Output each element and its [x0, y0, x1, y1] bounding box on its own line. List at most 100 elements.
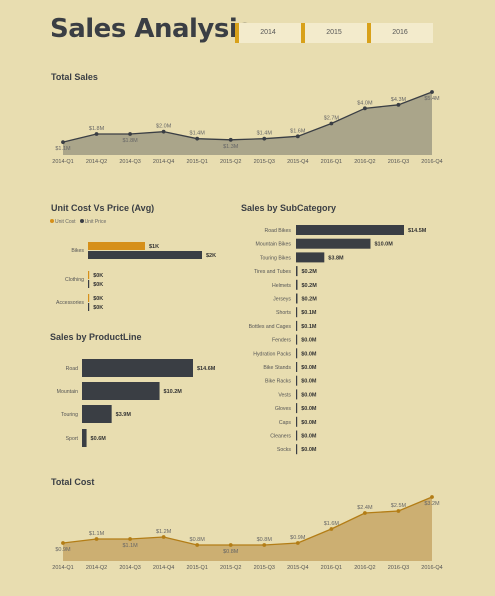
data-label: $1.1M: [122, 543, 138, 549]
data-point: [95, 132, 99, 136]
bar-value-label: $0K: [93, 296, 103, 302]
bar: [296, 321, 297, 331]
category-label: Sport: [66, 436, 79, 442]
data-label: $0.9M: [55, 547, 71, 553]
data-label: $2.0M: [156, 124, 172, 130]
bar: [296, 376, 297, 386]
data-point: [229, 543, 233, 547]
data-point: [128, 537, 132, 541]
x-tick-label: 2015-Q1: [186, 159, 207, 165]
category-label: Vests: [278, 392, 291, 398]
data-point: [430, 495, 434, 499]
category-label: Road Bikes: [264, 228, 291, 234]
category-label: Clothing: [65, 277, 84, 283]
data-label: $5.4M: [424, 96, 440, 102]
bar: [88, 251, 202, 259]
category-label: Bike Racks: [265, 379, 291, 385]
data-label: $1.6M: [290, 128, 306, 134]
x-tick-label: 2015-Q3: [254, 159, 275, 165]
data-label: $3.2M: [424, 501, 440, 507]
bar: [88, 294, 89, 302]
data-label: $1.1M: [89, 531, 105, 537]
data-point: [397, 103, 401, 107]
x-tick-label: 2015-Q2: [220, 565, 241, 571]
bar-value-label: $0K: [93, 305, 103, 311]
bar-value-label: $0.0M: [301, 379, 317, 385]
category-label: Cleaners: [270, 434, 291, 440]
bar: [296, 348, 297, 358]
data-point: [162, 130, 166, 134]
bar: [296, 280, 297, 290]
bar: [296, 431, 297, 441]
x-tick-label: 2014-Q3: [119, 159, 140, 165]
unit-cost-price-chart: Bikes$1K$2KClothing$0K$0KAccessories$0K$…: [0, 230, 240, 320]
data-label: $0.8M: [223, 549, 239, 555]
data-point: [262, 137, 266, 141]
bar: [82, 405, 112, 423]
slicer-item-2014[interactable]: 2014: [235, 23, 301, 43]
bar: [88, 271, 89, 279]
category-label: Mountain Bikes: [256, 242, 292, 248]
data-point: [296, 134, 300, 138]
x-tick-label: 2014-Q1: [52, 159, 73, 165]
data-label: $0.8M: [190, 537, 206, 543]
data-point: [329, 122, 333, 126]
x-tick-label: 2014-Q1: [52, 565, 73, 571]
data-label: $0.9M: [290, 535, 306, 541]
bar: [296, 239, 370, 249]
data-point: [363, 511, 367, 515]
bar: [296, 266, 297, 276]
data-label: $2.5M: [391, 503, 407, 509]
total-sales-chart: $1.1M2014-Q1$1.8M2014-Q2$1.8M2014-Q3$2.0…: [0, 80, 495, 180]
bar-value-label: $0K: [93, 282, 103, 288]
x-tick-label: 2015-Q4: [287, 565, 308, 571]
category-label: Fenders: [272, 338, 291, 344]
data-point: [397, 509, 401, 513]
legend-unit-price-swatch: [80, 219, 84, 223]
data-label: $2.7M: [324, 116, 340, 122]
x-tick-label: 2014-Q4: [153, 159, 174, 165]
data-point: [229, 138, 233, 142]
unit-cost-price-title: Unit Cost Vs Price (Avg): [51, 203, 154, 213]
bar-value-label: $2K: [206, 253, 216, 259]
bar-value-label: $0.0M: [301, 406, 317, 412]
legend-unit-cost-swatch: [50, 219, 54, 223]
category-label: Gloves: [275, 406, 292, 412]
bar-value-label: $10.2M: [164, 389, 183, 395]
bar-value-label: $0.0M: [301, 365, 317, 371]
category-label: Touring: [61, 412, 78, 418]
category-label: Tires and Tubes: [254, 269, 291, 275]
bar-value-label: $0.0M: [301, 420, 317, 426]
bar: [296, 252, 324, 262]
x-tick-label: 2014-Q4: [153, 565, 174, 571]
legend-unit-price-label: Unit Price: [85, 219, 107, 225]
x-tick-label: 2016-Q4: [421, 565, 442, 571]
data-label: $1.4M: [190, 131, 206, 137]
bar-value-label: $0.6M: [91, 436, 107, 442]
data-point: [262, 543, 266, 547]
bar: [296, 417, 297, 427]
slicer-item-2016[interactable]: 2016: [367, 23, 433, 43]
sales-by-productline-title: Sales by ProductLine: [50, 332, 142, 342]
bar-value-label: $0.0M: [301, 351, 317, 357]
x-tick-label: 2015-Q2: [220, 159, 241, 165]
slicer-item-2015[interactable]: 2015: [301, 23, 367, 43]
sales-by-productline-chart: Road $14.6MMountain $10.2MTouring $3.9MSpor…: [0, 350, 240, 460]
x-tick-label: 2016-Q3: [388, 565, 409, 571]
data-label: $1.8M: [122, 138, 138, 144]
bar: [88, 303, 89, 311]
data-label: $1.2M: [156, 529, 172, 535]
x-tick-label: 2014-Q2: [86, 159, 107, 165]
category-label: Socks: [277, 447, 292, 453]
x-tick-label: 2016-Q1: [321, 565, 342, 571]
x-tick-label: 2014-Q2: [86, 565, 107, 571]
area-fill: [63, 92, 432, 155]
category-label: Touring Bikes: [260, 255, 292, 261]
bar-value-label: $1K: [149, 244, 159, 250]
data-point: [128, 132, 132, 136]
bar: [296, 307, 297, 317]
year-slicer[interactable]: 2014 2015 2016: [235, 23, 433, 43]
bar-value-label: $0.0M: [301, 434, 317, 440]
bar-value-label: $0.0M: [301, 392, 317, 398]
data-point: [329, 527, 333, 531]
